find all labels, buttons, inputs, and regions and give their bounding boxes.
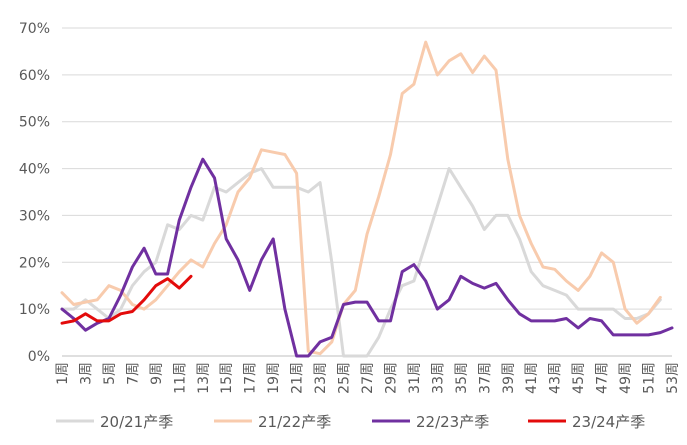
y-tick-label: 60% — [19, 68, 50, 84]
y-tick-label: 50% — [19, 115, 50, 131]
series-line-2 — [60, 157, 674, 358]
y-tick-label: 10% — [19, 302, 50, 318]
x-tick-label: 53周 — [665, 362, 681, 394]
y-tick-label: 30% — [19, 208, 50, 224]
x-tick-label: 3周 — [78, 362, 94, 385]
gridlines — [62, 27, 672, 310]
legend: 20/21产季 21/22产季 22/23产季 23/24产季 — [56, 413, 645, 431]
legend-label: 23/24产季 — [572, 413, 645, 431]
x-tick-label: 51周 — [642, 362, 658, 394]
x-tick-label: 15周 — [219, 362, 235, 394]
x-tick-label: 21周 — [290, 362, 306, 394]
series-line-3 — [60, 274, 193, 325]
x-tick-label: 9周 — [149, 362, 165, 385]
series-line-0 — [60, 167, 662, 358]
x-tick-label: 1周 — [55, 362, 71, 385]
legend-label: 21/22产季 — [258, 413, 331, 431]
x-tick-label: 17周 — [243, 362, 259, 394]
legend-label: 20/21产季 — [100, 413, 173, 431]
x-tick-label: 41周 — [524, 362, 540, 394]
x-tick-label: 23周 — [313, 362, 329, 394]
y-tick-label: 70% — [19, 21, 50, 37]
x-tick-label: 7周 — [125, 362, 141, 385]
x-tick-label: 43周 — [548, 362, 564, 394]
x-tick-label: 45周 — [571, 362, 587, 394]
series-line-1 — [60, 40, 662, 356]
x-tick-label: 31周 — [407, 362, 423, 394]
x-tick-label: 49周 — [618, 362, 634, 394]
x-tick-label: 39周 — [501, 362, 517, 394]
x-tick-label: 37周 — [477, 362, 493, 394]
x-tick-label: 27周 — [360, 362, 376, 394]
x-tick-label: 47周 — [595, 362, 611, 394]
x-tick-label: 11周 — [172, 362, 188, 394]
axes: 0% 10% 20% 30% 40% 50% 60% 70% 1周 3周 5周 7周 9周 11周 13周 1… — [19, 21, 681, 394]
x-tick-label: 25周 — [337, 362, 353, 394]
y-tick-label: 0% — [28, 349, 50, 365]
x-tick-label: 29周 — [383, 362, 399, 394]
x-tick-label: 19周 — [266, 362, 282, 394]
x-tick-label: 33周 — [430, 362, 446, 394]
x-tick-label: 13周 — [196, 362, 212, 394]
y-tick-label: 20% — [19, 255, 50, 271]
x-tick-label: 5周 — [102, 362, 118, 385]
x-tick-label: 35周 — [454, 362, 470, 394]
legend-label: 22/23产季 — [416, 413, 489, 431]
series-lines — [60, 40, 674, 358]
y-tick-label: 40% — [19, 162, 50, 178]
